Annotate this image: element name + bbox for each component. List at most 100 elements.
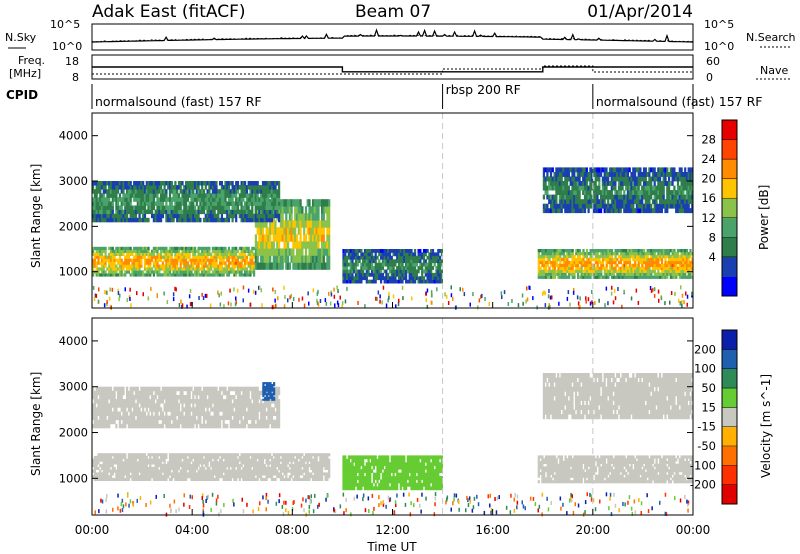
- echo-cell: [394, 259, 397, 264]
- echo-cell: [295, 213, 299, 221]
- echo-cell: [571, 203, 574, 209]
- echo-cell: [653, 199, 656, 205]
- echo-cell: [676, 257, 680, 262]
- echo-cell: [666, 167, 669, 173]
- echo-cell: [99, 193, 102, 198]
- echo-cell: [643, 254, 646, 259]
- echo-cell: [577, 260, 580, 265]
- echo-cell: [163, 458, 166, 462]
- echo-cell: [634, 176, 637, 182]
- echo-cell: [278, 255, 281, 263]
- echo-cell: [140, 181, 143, 186]
- echo-cell: [632, 203, 635, 209]
- echo-cell: [215, 246, 218, 251]
- scatter-echo: [292, 297, 295, 301]
- echo-cell: [591, 257, 594, 262]
- echo-cell: [668, 263, 671, 268]
- echo-cell: [557, 185, 560, 191]
- echo-cell: [160, 185, 163, 190]
- echo-cell: [440, 252, 443, 257]
- echo-cell: [346, 266, 349, 270]
- echo-cell: [406, 269, 409, 274]
- echo-cell: [227, 258, 231, 262]
- echo-cell: [168, 477, 172, 481]
- echo-cell: [170, 205, 173, 210]
- echo-cell: [269, 209, 272, 215]
- echo-cell: [174, 464, 177, 468]
- echo-cell: [176, 209, 179, 215]
- noise-sky-label: N.Sky: [5, 31, 37, 44]
- echo-cell: [104, 246, 107, 251]
- echo-cell: [186, 461, 189, 465]
- echo-cell: [106, 477, 109, 481]
- echo-cell: [608, 203, 612, 209]
- echo-cell: [583, 172, 587, 177]
- echo-cell: [158, 246, 161, 251]
- echo-cell: [185, 270, 188, 274]
- scatter-echo: [401, 285, 404, 290]
- echo-cell: [689, 194, 692, 200]
- echo-cell: [381, 262, 384, 267]
- echo-cell: [439, 276, 442, 281]
- echo-cell: [691, 167, 694, 173]
- echo-cell: [272, 255, 275, 263]
- scatter-echo: [316, 300, 319, 305]
- echo-cell: [149, 252, 152, 256]
- echo-cell: [319, 248, 322, 256]
- echo-cell: [142, 453, 145, 457]
- echo-cell: [625, 185, 628, 191]
- echo-cell: [179, 261, 182, 265]
- echo-cell: [199, 193, 202, 198]
- echo-cell: [605, 203, 608, 209]
- echo-cell: [321, 248, 324, 256]
- echo-cell: [551, 208, 554, 214]
- echo-cell: [195, 477, 198, 481]
- echo-cell: [179, 469, 182, 473]
- scatter-echo: [452, 296, 454, 301]
- echo-cell: [596, 190, 599, 195]
- echo-cell: [578, 185, 581, 191]
- echo-band: [92, 181, 281, 223]
- echo-cell: [208, 258, 211, 262]
- echo-cell: [632, 194, 635, 200]
- echo-cell: [541, 254, 544, 259]
- echo-cell: [630, 269, 633, 273]
- echo-cell: [577, 275, 580, 279]
- echo-cell: [576, 185, 579, 191]
- echo-cell: [115, 453, 118, 457]
- echo-cell: [548, 194, 551, 200]
- scatter-echo: [587, 297, 590, 302]
- echo-cell: [691, 190, 694, 195]
- echo-cell: [211, 255, 214, 259]
- echo-cell: [104, 270, 107, 274]
- echo-cell: [417, 252, 420, 257]
- echo-cell: [261, 201, 265, 206]
- echo-cell: [600, 254, 603, 259]
- echo-cell: [242, 249, 245, 253]
- echo-cell: [240, 205, 243, 210]
- echo-cell: [177, 249, 181, 253]
- echo-cell: [685, 190, 688, 195]
- echo-cell: [387, 262, 390, 267]
- echo-cell: [236, 255, 240, 259]
- echo-cell: [244, 201, 247, 206]
- echo-cell: [539, 275, 542, 279]
- echo-cell: [254, 248, 257, 256]
- echo-cell: [591, 269, 594, 273]
- echo-cell: [682, 266, 685, 270]
- echo-cell: [559, 272, 562, 276]
- echo-cell: [678, 249, 681, 253]
- echo-cell: [245, 193, 248, 198]
- echo-cell: [227, 270, 231, 274]
- echo-cell: [220, 264, 223, 268]
- freq-label: Freq.: [18, 54, 45, 67]
- echo-cell: [265, 255, 268, 263]
- echo-cell: [133, 213, 136, 219]
- echo-cell: [583, 185, 587, 191]
- echo-cell: [317, 213, 320, 221]
- echo-cell: [104, 181, 107, 186]
- echo-cell: [104, 213, 107, 219]
- echo-cell: [673, 172, 676, 177]
- echo-cell: [124, 472, 127, 476]
- echo-cell: [215, 217, 218, 223]
